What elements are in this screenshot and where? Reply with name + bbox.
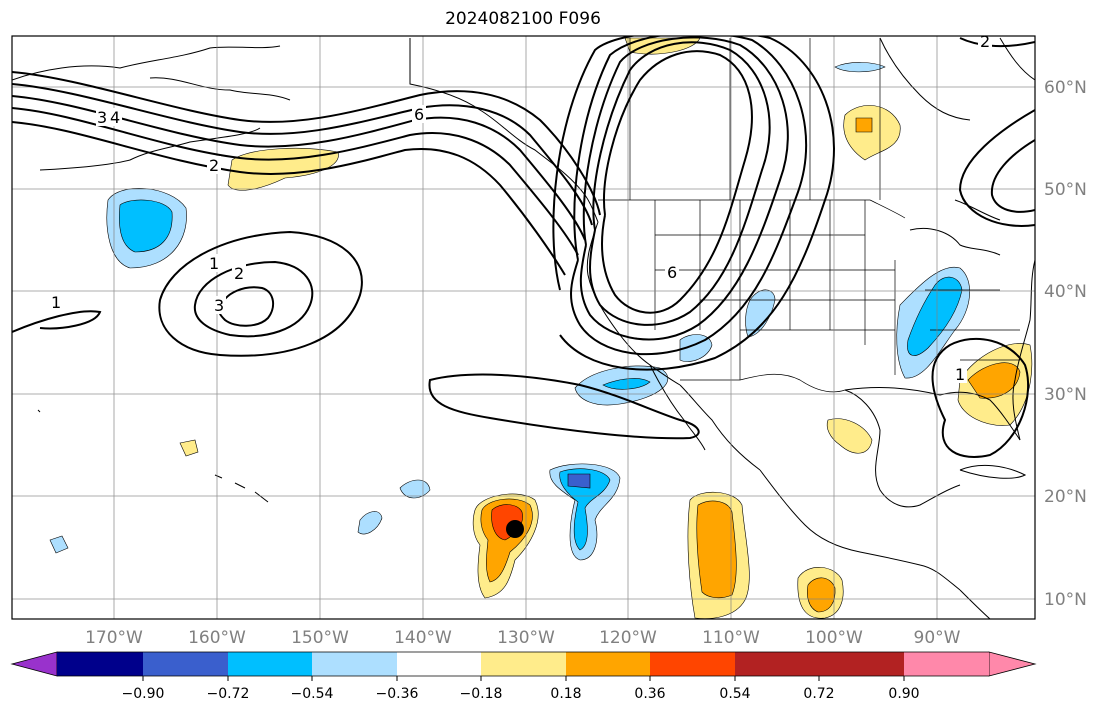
- us-canada-border: [598, 199, 906, 219]
- colorbar-segment: [904, 652, 989, 676]
- lat-label: 10°N: [1044, 590, 1087, 610]
- colorbar-segment: [735, 652, 819, 676]
- map-frame: [11, 35, 1036, 620]
- mexico-coast: [759, 469, 961, 591]
- positive-region: [855, 117, 873, 133]
- islands: [37, 409, 269, 503]
- colorbar-extend-min: [10, 651, 58, 677]
- colorbar-segment: [481, 652, 566, 676]
- negative-region: [602, 378, 651, 390]
- us-east-coast: [1012, 259, 1035, 441]
- lon-label: 130°W: [497, 628, 555, 648]
- negative-region: [834, 62, 886, 73]
- lat-label: 30°N: [1044, 385, 1087, 405]
- colorbar-segment: [57, 652, 143, 676]
- lat-label: 60°N: [1044, 78, 1087, 98]
- storm-marker: [506, 520, 524, 538]
- colorbar-tick-label: 0.90: [888, 686, 919, 702]
- latitude-axis: 60°N 50°N 40°N 30°N 20°N 10°N: [1044, 78, 1087, 610]
- negative-region: [357, 511, 383, 535]
- lat-label: 40°N: [1044, 282, 1087, 302]
- contour-label: 3: [97, 108, 107, 127]
- lon-label: 160°W: [188, 628, 246, 648]
- colorbar: −0.90 −0.72 −0.54 −0.36 −0.18 0.18 0.36 …: [10, 651, 1037, 702]
- us-mexico-border: [680, 373, 846, 393]
- hudson-coast: [879, 37, 1035, 121]
- contour-label: 2: [234, 264, 244, 283]
- lon-label: 150°W: [291, 628, 349, 648]
- colorbar-tick-label: −0.90: [122, 686, 165, 702]
- gulf-coast: [844, 389, 961, 508]
- longitude-axis: 170°W 160°W 150°W 140°W 130°W 120°W 110°…: [85, 628, 961, 648]
- colorbar-tick-label: 0.36: [634, 686, 665, 702]
- colorbar-segment: [228, 652, 312, 676]
- contour-label: 1: [51, 293, 61, 312]
- negative-region: [745, 289, 776, 338]
- contour-label: 2: [980, 32, 990, 51]
- colorbar-tick-label: −0.36: [376, 686, 419, 702]
- positive-region: [826, 418, 873, 454]
- colorbar-tick-label: −0.54: [291, 686, 334, 702]
- contour-label-group: 3 4 2 6 1 2 3 1 6 1 2: [49, 32, 992, 384]
- colorbar-segment: [312, 652, 397, 676]
- graticule: [12, 36, 1035, 619]
- contour-label: 3: [214, 296, 224, 315]
- colorbar-segment: [397, 652, 481, 676]
- map-title: 2024082100 F096: [445, 9, 601, 29]
- negative-region: [907, 276, 963, 356]
- colorbar-segment: [566, 652, 650, 676]
- negative-region: [559, 468, 611, 551]
- canada-provinces: [629, 38, 881, 200]
- lon-label: 140°W: [394, 628, 452, 648]
- negative-region: [49, 535, 69, 554]
- lon-label: 110°W: [702, 628, 760, 648]
- colorbar-extend-max: [988, 651, 1037, 677]
- positive-region: [179, 439, 199, 457]
- colorbar-tick-label: −0.72: [207, 686, 250, 702]
- contour-label: 6: [667, 263, 677, 282]
- lon-label: 100°W: [805, 628, 863, 648]
- colorbar-tick-label: 0.54: [719, 686, 750, 702]
- lon-label: 170°W: [85, 628, 143, 648]
- lon-label: 120°W: [599, 628, 657, 648]
- baja-coast: [649, 364, 761, 471]
- colorbar-tick-label: 0.18: [550, 686, 581, 702]
- colorbar-segment: [143, 652, 228, 676]
- negative-region: [119, 199, 173, 253]
- lat-label: 20°N: [1044, 487, 1087, 507]
- positive-region: [696, 500, 737, 599]
- contour-label: 2: [209, 156, 219, 175]
- colorbar-tick-label: 0.72: [803, 686, 834, 702]
- lon-label: 90°W: [914, 628, 961, 648]
- contour-label: 1: [955, 365, 965, 384]
- borders: [598, 38, 1020, 393]
- colorbar-tick-label: −0.18: [460, 686, 503, 702]
- lat-label: 50°N: [1044, 180, 1087, 200]
- great-lakes: [909, 199, 1001, 256]
- contour-label: 6: [414, 105, 424, 124]
- coastlines: [12, 37, 1035, 619]
- colorbar-segment: [819, 652, 904, 676]
- bc-coast: [409, 38, 599, 223]
- contour-label: 1: [209, 254, 219, 273]
- central-america: [959, 589, 991, 619]
- alaska-coast: [12, 45, 291, 171]
- positive-region: [807, 577, 836, 613]
- us-gulf-coast: [844, 387, 1021, 441]
- negative-region: [567, 473, 591, 489]
- positive-region: [967, 362, 1021, 399]
- colorbar-segment: [650, 652, 735, 676]
- contour-label: 4: [110, 108, 120, 127]
- cuba: [959, 465, 1027, 479]
